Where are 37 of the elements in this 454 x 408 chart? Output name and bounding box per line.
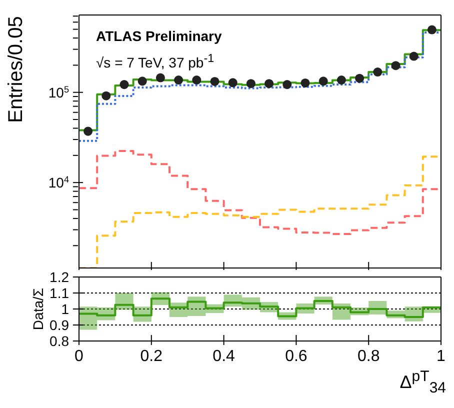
annotation: √s = 7 TeV, 37 pb$^{-1}$ xyxy=(96,52,214,71)
y-tick-label: 1.2 xyxy=(50,269,70,285)
point xyxy=(246,79,256,88)
point xyxy=(84,126,93,136)
point xyxy=(318,76,328,86)
x-tick-label: 0.2 xyxy=(140,348,163,365)
y-tick-label: 10$^{4}$ xyxy=(48,174,69,191)
point xyxy=(192,76,202,85)
point xyxy=(120,80,129,90)
y-tick-label: 10$^{5}$ xyxy=(48,84,69,100)
x-tick-label: 0.8 xyxy=(357,348,380,365)
y-axis-title: Data/Σ xyxy=(30,287,46,330)
y-tick-label: 0.8 xyxy=(50,333,70,349)
point xyxy=(427,25,436,34)
point xyxy=(391,61,400,70)
point xyxy=(102,91,111,100)
point xyxy=(282,80,292,90)
y-axis-title: Entries/0.05 xyxy=(4,16,28,123)
point xyxy=(373,68,382,77)
x-tick-label: 0.6 xyxy=(285,348,308,365)
point xyxy=(138,76,147,86)
x-tick-label: 0 xyxy=(74,348,84,365)
point xyxy=(210,76,220,86)
annotation: ATLAS Preliminary xyxy=(96,28,222,44)
point xyxy=(300,78,310,88)
y-tick-label: 1 xyxy=(61,301,70,317)
x-tick-label: 0.4 xyxy=(212,348,236,365)
point xyxy=(409,52,418,61)
point xyxy=(264,79,274,88)
point xyxy=(355,74,364,83)
x-tick-label: 1 xyxy=(436,348,446,365)
point xyxy=(228,78,238,88)
point xyxy=(174,76,184,85)
y-tick-label: 0.9 xyxy=(50,317,70,333)
y-tick-label: 1.1 xyxy=(50,285,70,301)
point xyxy=(156,73,165,82)
point xyxy=(336,76,346,85)
